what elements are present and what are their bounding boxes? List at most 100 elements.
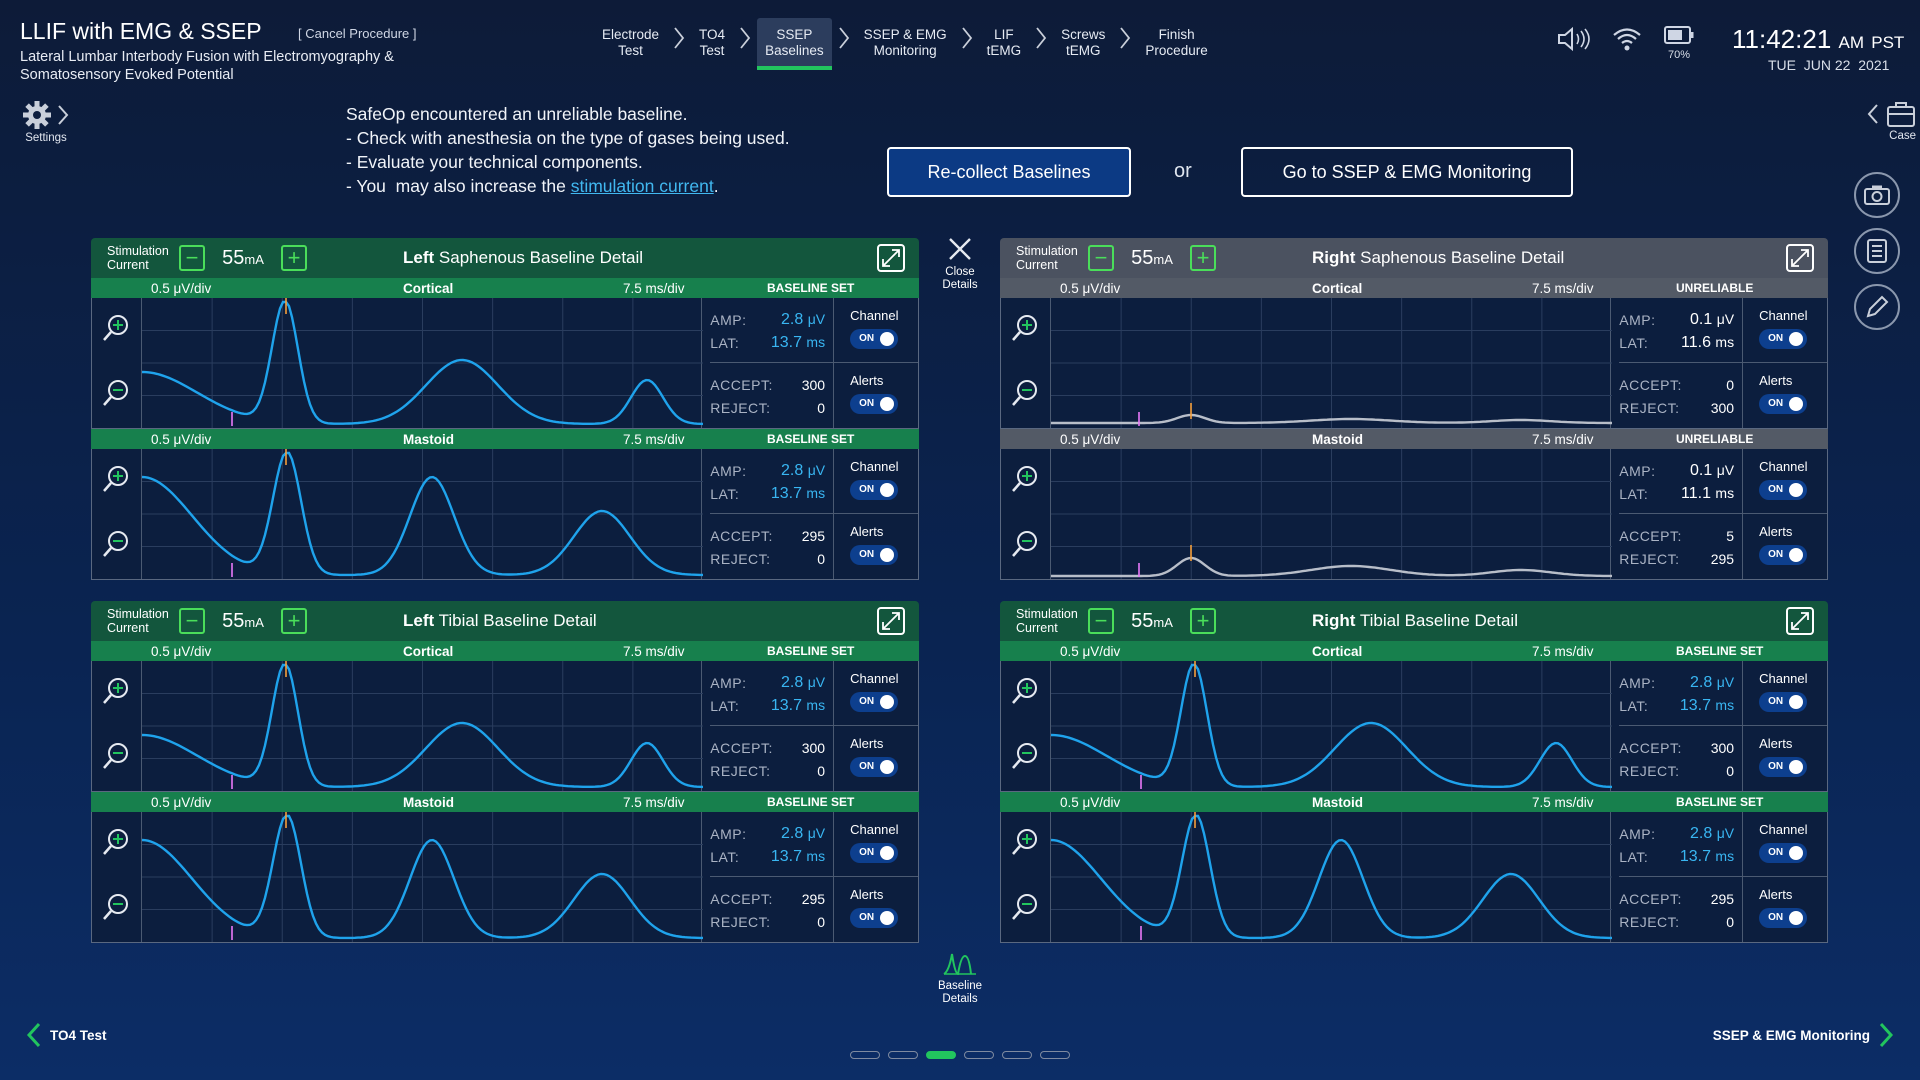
close-details-button[interactable]: Close Details [940, 236, 980, 292]
cancel-procedure-link[interactable]: [ Cancel Procedure ] [298, 26, 417, 41]
zoom-in-icon[interactable] [1010, 676, 1040, 711]
panel-title: Right Tibial Baseline Detail [1312, 611, 1518, 630]
reject-label: REJECT: [1619, 399, 1680, 416]
expand-button[interactable] [877, 244, 905, 272]
increase-current-button[interactable]: + [281, 245, 307, 271]
alerts-toggle[interactable]: ON [1759, 545, 1808, 565]
stimulation-current-value: 55mA [1131, 246, 1173, 269]
volume-icon[interactable] [1556, 26, 1590, 57]
expand-button[interactable] [877, 607, 905, 635]
channel-bar: 0.5 μV/div Mastoid 7.5 ms/div UNRELIABLE [1000, 429, 1828, 449]
amp-label: AMP: [710, 674, 747, 691]
date: TUE JUN 22 2021 [1768, 57, 1889, 73]
edit-button[interactable] [1854, 284, 1900, 330]
channel-toggle[interactable]: ON [1759, 843, 1808, 863]
recollect-baselines-button[interactable]: Re-collect Baselines [887, 147, 1131, 197]
zoom-in-icon[interactable] [1010, 313, 1040, 348]
time-scale: 7.5 ms/div [623, 643, 685, 659]
settings-button[interactable]: Settings [18, 100, 74, 144]
alerts-toggle[interactable]: ON [1759, 757, 1808, 777]
reject-label: REJECT: [710, 913, 771, 930]
notes-icon [1867, 239, 1887, 263]
alerts-label: Alerts [850, 373, 884, 388]
channel-toggle[interactable]: ON [850, 480, 899, 500]
zoom-out-icon[interactable] [101, 529, 131, 564]
waveform-trace [141, 451, 703, 577]
lat-label: LAT: [1619, 334, 1649, 351]
decrease-current-button[interactable]: − [1088, 245, 1114, 271]
zoom-in-icon[interactable] [1010, 827, 1040, 862]
amp-value: 2.8 μV [780, 824, 826, 842]
alerts-label: Alerts [1759, 373, 1793, 388]
zoom-in-icon[interactable] [101, 827, 131, 862]
baseline-detail-panel: Stimulation Current − 55mA + Right Saphen… [1000, 238, 1828, 580]
stimulation-current-link[interactable]: stimulation current [570, 176, 714, 196]
workflow-step[interactable]: Electrode Test [594, 18, 667, 70]
page-dot[interactable] [1002, 1051, 1032, 1059]
alerts-toggle[interactable]: ON [1759, 908, 1808, 928]
decrease-current-button[interactable]: − [1088, 608, 1114, 634]
time-scale: 7.5 ms/div [623, 794, 685, 810]
alerts-toggle[interactable]: ON [850, 545, 899, 565]
channel-toggle[interactable]: ON [1759, 692, 1808, 712]
alerts-toggle[interactable]: ON [850, 757, 899, 777]
case-button[interactable]: Case [1836, 100, 1916, 142]
zoom-out-icon[interactable] [1010, 892, 1040, 927]
step-label-line2: Monitoring [873, 43, 937, 58]
amplitude-scale: 0.5 μV/div [1060, 431, 1121, 447]
zoom-in-icon[interactable] [101, 464, 131, 499]
workflow-step[interactable]: LIF tEMG [979, 18, 1030, 70]
channel-toggle[interactable]: ON [850, 692, 899, 712]
channel-toggle[interactable]: ON [850, 843, 899, 863]
baseline-details-button[interactable]: Baseline Details [928, 948, 992, 1006]
zoom-out-icon[interactable] [101, 741, 131, 776]
expand-button[interactable] [1786, 244, 1814, 272]
page-dot[interactable] [850, 1051, 880, 1059]
zoom-out-icon[interactable] [1010, 741, 1040, 776]
workflow-step[interactable]: Screws tEMG [1053, 18, 1113, 70]
alerts-toggle[interactable]: ON [850, 394, 899, 414]
reject-label: REJECT: [710, 762, 771, 779]
decrease-current-button[interactable]: − [179, 245, 205, 271]
step-label-line1: SSEP [776, 27, 813, 42]
alerts-toggle[interactable]: ON [850, 908, 899, 928]
zoom-in-icon[interactable] [101, 676, 131, 711]
decrease-current-button[interactable]: − [179, 608, 205, 634]
case-label: Case [1889, 130, 1916, 142]
zoom-out-icon[interactable] [1010, 378, 1040, 413]
zoom-out-icon[interactable] [101, 378, 131, 413]
zoom-in-icon[interactable] [101, 313, 131, 348]
channel-toggle[interactable]: ON [1759, 480, 1808, 500]
workflow-step[interactable]: SSEP & EMG Monitoring [856, 18, 955, 70]
alerts-toggle[interactable]: ON [1759, 394, 1808, 414]
stimulation-current-label: Stimulation Current [107, 607, 169, 635]
amplitude-scale: 0.5 μV/div [1060, 280, 1121, 296]
stimulation-current-value: 55mA [222, 609, 264, 632]
notes-button[interactable] [1854, 228, 1900, 274]
increase-current-button[interactable]: + [1190, 608, 1216, 634]
camera-button[interactable] [1854, 172, 1900, 218]
page-dot[interactable] [964, 1051, 994, 1059]
page-dot[interactable] [888, 1051, 918, 1059]
accept-label: ACCEPT: [710, 739, 773, 756]
channel-toggle[interactable]: ON [1759, 329, 1808, 349]
next-step-button[interactable]: SSEP & EMG Monitoring [1713, 1022, 1894, 1048]
increase-current-button[interactable]: + [281, 608, 307, 634]
expand-button[interactable] [1786, 607, 1814, 635]
page-dot[interactable] [926, 1051, 956, 1059]
stimulation-current-label: Stimulation Current [1016, 244, 1078, 272]
goto-monitoring-button[interactable]: Go to SSEP & EMG Monitoring [1241, 147, 1573, 197]
page-dot[interactable] [1040, 1051, 1070, 1059]
zoom-out-icon[interactable] [101, 892, 131, 927]
zoom-in-icon[interactable] [1010, 464, 1040, 499]
channel-bar: 0.5 μV/div Cortical 7.5 ms/div BASELINE … [91, 641, 919, 661]
workflow-step[interactable]: SSEP Baselines [757, 18, 832, 70]
workflow-step[interactable]: Finish Procedure [1137, 18, 1215, 70]
zoom-out-icon[interactable] [1010, 529, 1040, 564]
lat-label: LAT: [710, 697, 740, 714]
workflow-step[interactable]: TO4 Test [691, 18, 733, 70]
increase-current-button[interactable]: + [1190, 245, 1216, 271]
previous-step-button[interactable]: TO4 Test [26, 1022, 107, 1048]
baseline-details-label-1: Baseline [937, 980, 983, 992]
channel-toggle[interactable]: ON [850, 329, 899, 349]
